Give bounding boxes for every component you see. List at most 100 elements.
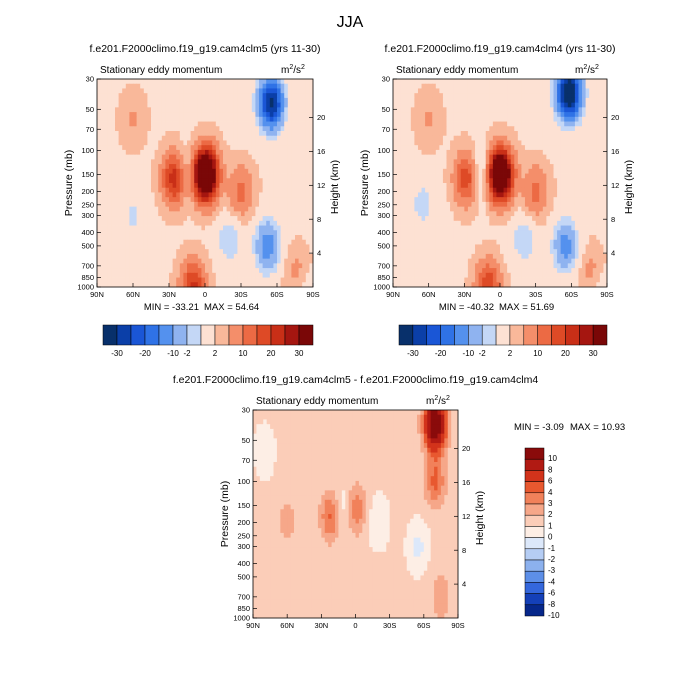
field-cell <box>125 201 130 208</box>
field-cell <box>197 216 202 222</box>
field-cell <box>396 230 401 236</box>
field-cell <box>492 154 497 160</box>
field-cell <box>176 168 181 174</box>
field-cell <box>467 102 472 108</box>
field-cell <box>115 126 119 132</box>
field-cell <box>201 225 206 231</box>
field-cell <box>241 220 245 226</box>
field-cell <box>302 116 307 122</box>
field-cell <box>482 140 487 146</box>
field-cell <box>514 192 519 198</box>
field-cell <box>514 79 519 85</box>
field-cell <box>190 220 195 226</box>
field-cell <box>143 164 148 170</box>
field-cell <box>589 140 594 146</box>
field-cell <box>305 201 310 208</box>
field-cell <box>500 187 504 193</box>
field-cell <box>212 183 217 189</box>
field-cell <box>194 88 199 94</box>
field-cell <box>457 164 462 170</box>
field-cell <box>450 83 455 89</box>
field-cell <box>582 216 586 222</box>
field-cell <box>115 192 119 198</box>
field-cell <box>414 93 419 99</box>
field-cell <box>567 244 572 250</box>
field-cell <box>574 88 579 94</box>
field-cell <box>118 220 123 226</box>
field-cell <box>578 201 583 208</box>
field-cell <box>151 79 155 85</box>
field-cell <box>111 140 116 146</box>
y-tick-label: 300 <box>81 211 94 220</box>
field-cell <box>309 102 314 108</box>
field-cell <box>603 239 608 245</box>
field-cell <box>414 112 419 118</box>
field-cell <box>578 183 583 189</box>
field-cell <box>571 249 576 255</box>
field-cell <box>539 83 544 89</box>
field-cell <box>521 145 526 151</box>
field-cell <box>578 112 583 118</box>
field-cell <box>302 112 307 118</box>
field-cell <box>176 145 181 151</box>
field-cell <box>471 253 476 260</box>
field-cell <box>133 277 137 283</box>
field-cell <box>557 235 562 241</box>
field-cell <box>100 116 105 122</box>
field-cell <box>464 183 469 189</box>
y2-tick-label: 8 <box>317 215 321 224</box>
field-cell <box>223 126 227 132</box>
field-cell <box>464 102 469 108</box>
field-cell <box>564 206 569 212</box>
field-cell <box>507 145 512 151</box>
x-tick-label: 90S <box>306 290 319 299</box>
field-cell <box>230 149 235 156</box>
field-cell <box>546 239 551 245</box>
field-cell <box>599 149 604 156</box>
field-cell <box>496 211 501 217</box>
field-cell <box>154 140 159 146</box>
field-cell <box>432 197 437 203</box>
field-cell <box>165 277 170 283</box>
field-cell <box>147 249 152 255</box>
field-cell <box>287 159 292 165</box>
field-cell <box>226 107 231 113</box>
field-cell <box>442 83 447 89</box>
field-cell <box>528 140 533 146</box>
field-cell <box>208 258 213 264</box>
field-cell <box>546 192 551 198</box>
field-cell <box>492 126 497 132</box>
field-cell <box>524 173 529 179</box>
field-cell <box>439 112 444 118</box>
field-cell <box>453 159 458 165</box>
field-cell <box>546 107 551 113</box>
field-cell <box>560 97 565 104</box>
field-cell <box>517 126 522 132</box>
field-cell <box>133 253 137 260</box>
field-cell <box>460 102 465 108</box>
field-cell <box>517 164 522 170</box>
field-cell <box>309 140 314 146</box>
field-cell <box>280 277 285 283</box>
field-cell <box>154 268 159 274</box>
field-cell <box>439 79 444 85</box>
field-cell <box>284 216 289 222</box>
field-cell <box>589 93 594 99</box>
field-cell <box>259 107 263 113</box>
field-cell <box>154 216 159 222</box>
field-cell <box>136 282 141 288</box>
field-cell <box>439 225 444 231</box>
field-cell <box>450 149 455 156</box>
field-cell <box>115 154 119 160</box>
field-cell <box>201 107 206 113</box>
field-cell <box>115 277 119 283</box>
field-cell <box>115 225 119 231</box>
field-cell <box>111 121 116 127</box>
field-cell <box>446 253 451 260</box>
field-cell <box>97 164 101 170</box>
field-cell <box>475 253 479 260</box>
field-cell <box>503 239 508 245</box>
field-cell <box>603 164 608 170</box>
field-cell <box>475 249 479 255</box>
field-cell <box>492 159 497 165</box>
